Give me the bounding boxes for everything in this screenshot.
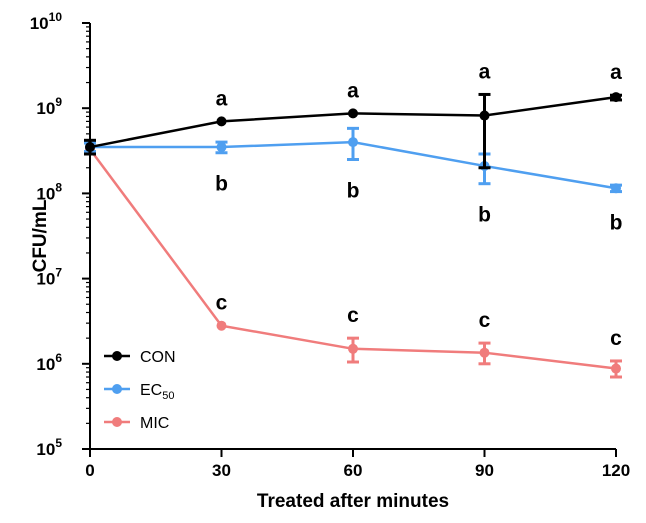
y-tick-label: 1010	[30, 10, 63, 33]
data-point	[611, 183, 621, 194]
y-axis-ticks: 105 106 107 108 109 1010	[30, 10, 90, 459]
letter-ec50: b	[610, 212, 623, 235]
letter-mic: c	[610, 327, 622, 350]
y-tick-label: 107	[36, 266, 62, 289]
data-point	[348, 108, 358, 119]
y-axis-title: CFU/mL	[30, 199, 51, 272]
legend-label: CON	[140, 349, 176, 366]
letter-ec50: b	[347, 179, 360, 202]
x-tick-label: 90	[475, 461, 494, 480]
x-tick-label: 60	[344, 461, 363, 480]
data-point	[479, 110, 490, 121]
data-point	[216, 320, 227, 331]
series-layer	[84, 92, 622, 379]
data-point	[348, 137, 358, 148]
x-tick-label: 30	[212, 461, 231, 480]
series-con	[84, 92, 622, 170]
data-point	[611, 92, 621, 103]
legend-item-ec50: EC50	[104, 382, 174, 402]
significance-letters: a a a a b b b b c c c c	[215, 60, 622, 350]
legend-swatch-marker	[112, 351, 122, 361]
data-point	[216, 142, 227, 153]
legend: CON EC50 MIC	[104, 349, 176, 432]
x-tick-label: 120	[602, 461, 630, 480]
letter-con: a	[610, 61, 622, 84]
legend-item-con: CON	[104, 349, 176, 366]
x-axis-ticks: 0 30 60 90 120	[85, 449, 630, 480]
y-tick-label: 109	[36, 95, 62, 118]
legend-item-mic: MIC	[104, 415, 169, 432]
legend-label: EC50	[140, 382, 174, 402]
legend-label: MIC	[140, 415, 169, 432]
x-tick-label: 0	[85, 461, 94, 480]
data-point	[216, 116, 227, 127]
data-point	[479, 347, 490, 358]
letter-mic: c	[347, 304, 359, 327]
x-axis-title: Treated after minutes	[257, 491, 449, 512]
letter-mic: c	[216, 292, 228, 315]
legend-swatch-marker	[112, 417, 122, 427]
y-tick-label: 108	[36, 180, 62, 203]
data-point	[611, 363, 621, 374]
letter-mic: c	[479, 309, 491, 332]
y-tick-label: 105	[36, 436, 62, 459]
data-point	[348, 343, 358, 354]
letter-con: a	[347, 79, 359, 102]
y-tick-label: 106	[36, 351, 62, 374]
letter-ec50: b	[478, 204, 491, 227]
data-point	[85, 142, 95, 153]
legend-swatch-marker	[112, 384, 122, 394]
letter-con: a	[479, 60, 491, 83]
letter-ec50: b	[215, 173, 228, 196]
letter-con: a	[216, 87, 228, 110]
